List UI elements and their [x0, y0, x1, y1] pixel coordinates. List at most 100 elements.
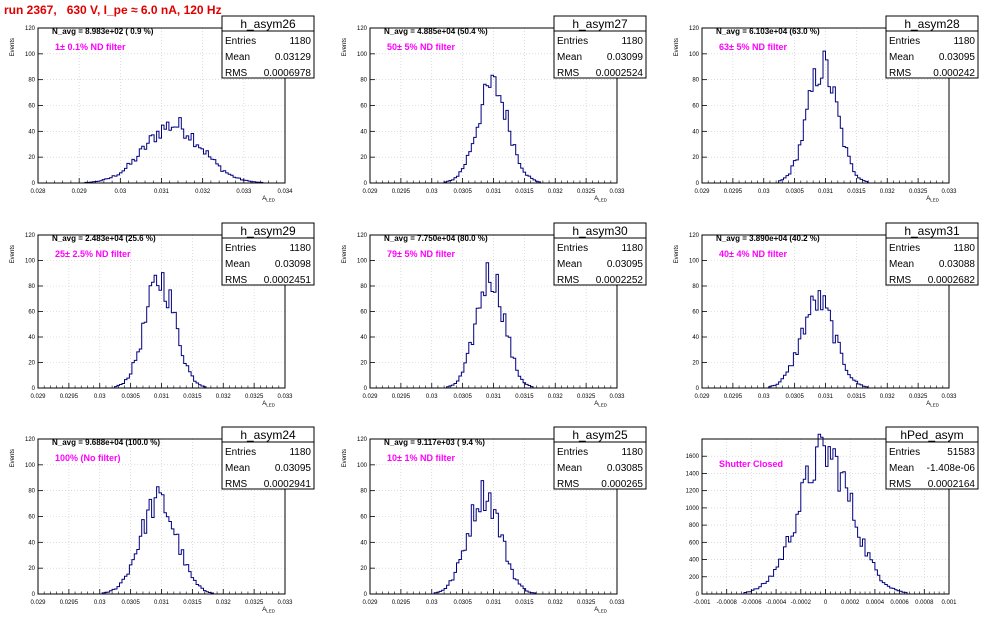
x-tick-label: 0.0295 — [392, 394, 411, 400]
x-tick-label: 0.028 — [30, 189, 46, 195]
stats-value: 1180 — [953, 36, 975, 47]
y-tick-label: 120 — [25, 437, 36, 443]
y-tick-label: 600 — [689, 540, 700, 546]
x-tick-label: 0.033 — [609, 394, 625, 400]
panel-h_asym29: 0.029 0.0295 0.03 0.0305 0.031 0.0315 0.032 0.0… — [10, 222, 315, 408]
y-tick-label: 60 — [360, 104, 367, 110]
x-tick-label: -0.0008 — [717, 600, 738, 606]
x-axis-label: ALED — [594, 607, 608, 614]
x-axis-label: ALED — [594, 401, 608, 408]
filter-annotation: 100% (No filter) — [55, 453, 121, 463]
x-tick-label: 0.001 — [941, 600, 957, 606]
stats-box-title: h_asym25 — [572, 428, 628, 442]
filter-annotation: 50± 5% ND filter — [387, 42, 455, 52]
y-tick-label: 400 — [689, 558, 700, 564]
stats-label: Entries — [557, 447, 588, 458]
y-tick-label: 80 — [360, 489, 367, 495]
y-tick-label: 40 — [28, 335, 35, 341]
y-tick-label: 80 — [28, 78, 35, 84]
x-tick-label: 0.03 — [94, 394, 106, 400]
y-tick-label: 1000 — [686, 506, 700, 512]
stats-label: Entries — [557, 243, 588, 254]
x-tick-label: 0.03 — [426, 600, 438, 606]
stats-value: 0.0002451 — [264, 275, 312, 286]
stats-box — [221, 426, 315, 490]
x-tick-label: 0.03 — [114, 189, 126, 195]
y-tick-label: 60 — [28, 310, 35, 316]
filter-annotation: 79± 5% ND filter — [387, 249, 455, 259]
y-tick-label: 80 — [28, 284, 35, 290]
y-tick-label: 100 — [357, 259, 368, 265]
x-tick-label: 0.0305 — [121, 394, 140, 400]
x-tick-label: 0.029 — [30, 394, 46, 400]
y-tick-label: 40 — [360, 129, 367, 135]
y-axis-label: Events — [10, 245, 16, 263]
x-tick-label: 0.0315 — [847, 189, 866, 195]
x-tick-label: 0.031 — [486, 600, 502, 606]
x-tick-label: 0.0315 — [183, 394, 202, 400]
x-tick-label: 0.0315 — [515, 394, 534, 400]
y-tick-label: 0 — [32, 386, 36, 392]
y-axis-label: Events — [10, 38, 16, 56]
stats-label: Mean — [889, 463, 914, 474]
x-tick-label: 0.0305 — [453, 600, 472, 606]
x-tick-label: 0.0305 — [785, 394, 804, 400]
x-tick-label: 0.032 — [880, 394, 896, 400]
y-tick-label: 120 — [357, 437, 368, 443]
stats-label: RMS — [557, 479, 580, 490]
stats-label: Mean — [557, 259, 582, 270]
filter-annotation: 40± 4% ND filter — [719, 249, 787, 259]
y-tick-label: 80 — [360, 78, 367, 84]
x-tick-label: 0.0325 — [245, 394, 264, 400]
y-tick-label: 80 — [360, 284, 367, 290]
x-tick-label: 0.0295 — [724, 189, 743, 195]
y-axis-label: Events — [342, 245, 348, 263]
stats-label: Entries — [889, 243, 920, 254]
y-tick-label: 40 — [28, 540, 35, 546]
x-tick-label: -0.0004 — [766, 600, 787, 606]
x-tick-label: -0.0002 — [791, 600, 812, 606]
stats-label: Mean — [889, 259, 914, 270]
y-axis-label: Events — [342, 38, 348, 56]
x-tick-label: 0.029 — [694, 189, 710, 195]
x-axis-label: ALED — [262, 401, 276, 408]
x-tick-label: 0.0004 — [866, 600, 885, 606]
x-axis-label-subscript: LED — [266, 198, 276, 203]
stats-box — [553, 426, 647, 490]
x-tick-label: 0.029 — [30, 600, 46, 606]
histogram-series — [370, 480, 617, 595]
x-tick-label: 0.0315 — [515, 600, 534, 606]
y-tick-label: 200 — [689, 575, 700, 581]
x-tick-label: 0.031 — [154, 189, 170, 195]
stats-box-title: h_asym26 — [240, 17, 296, 31]
y-tick-label: 120 — [25, 26, 36, 32]
panel-h_asym27: 0.029 0.0295 0.03 0.0305 0.031 0.0315 0.032 0.0… — [342, 15, 647, 203]
x-tick-label: 0 — [824, 600, 828, 606]
navg-annotation: N_avg = 8.983e+02 ( 0.9 %) — [52, 27, 154, 36]
y-tick-label: 60 — [360, 515, 367, 521]
stats-label: RMS — [225, 68, 248, 79]
stats-value: -1.408e-06 — [927, 463, 976, 474]
x-tick-label: 0.0325 — [909, 394, 928, 400]
stats-label: Entries — [225, 36, 256, 47]
y-tick-label: 1200 — [686, 489, 700, 495]
x-tick-label: 0.032 — [195, 189, 211, 195]
y-tick-label: 20 — [28, 361, 35, 367]
y-tick-label: 60 — [360, 310, 367, 316]
stats-value: 1180 — [289, 447, 311, 458]
x-tick-label: 0.0325 — [577, 189, 596, 195]
x-tick-label: 0.034 — [277, 189, 293, 195]
x-tick-label: 0.031 — [486, 189, 502, 195]
x-tick-label: 0.029 — [362, 189, 378, 195]
stats-box-title: h_asym29 — [240, 224, 296, 238]
x-tick-label: 0.0325 — [577, 600, 596, 606]
stats-box — [221, 222, 315, 286]
y-tick-label: 60 — [692, 104, 699, 110]
x-axis-label: ALED — [262, 196, 276, 203]
x-tick-label: 0.0295 — [392, 189, 411, 195]
y-tick-label: 1400 — [686, 471, 700, 477]
filter-annotation: 1± 0.1% ND filter — [55, 42, 126, 52]
x-tick-label: 0.029 — [362, 600, 378, 606]
stats-box-title: h_asym27 — [572, 17, 628, 31]
stats-value: 0.03099 — [607, 52, 644, 63]
